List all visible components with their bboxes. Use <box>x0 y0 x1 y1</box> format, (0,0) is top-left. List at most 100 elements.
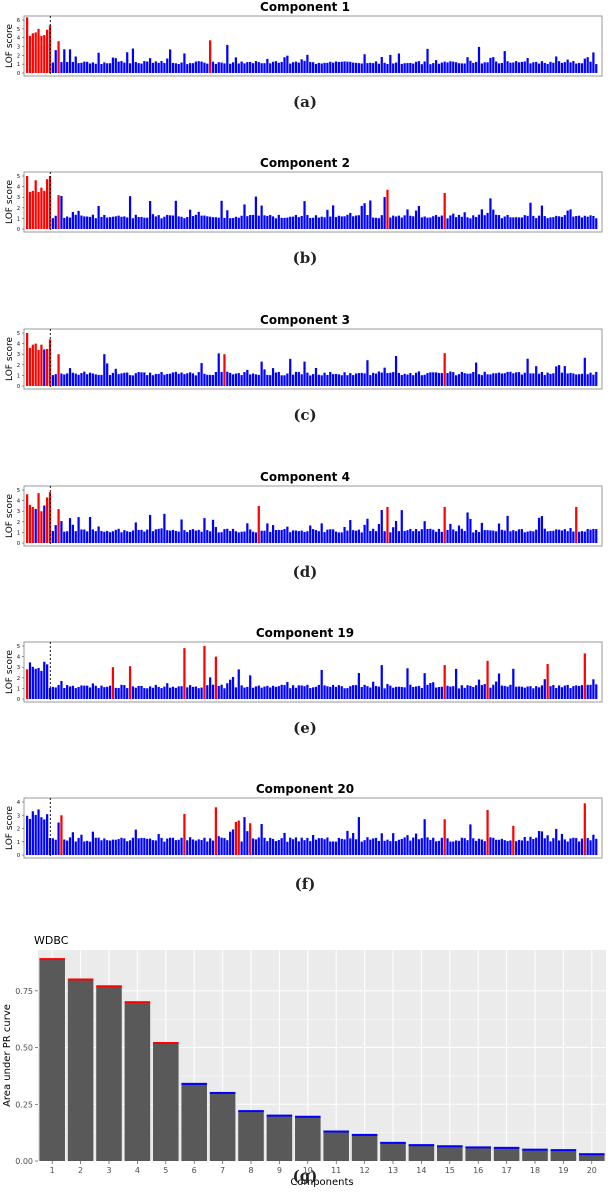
lof-bar <box>583 58 586 73</box>
lof-bar <box>114 839 117 855</box>
lof-bar <box>374 61 378 73</box>
lof-bar <box>211 217 215 229</box>
lof-bar <box>560 62 564 73</box>
lof-bar <box>148 201 152 229</box>
lof-bar <box>386 684 389 699</box>
lof-bar <box>220 62 223 73</box>
lof-bar <box>280 375 283 386</box>
outlier-bar <box>40 35 43 73</box>
lof-bar <box>171 686 175 699</box>
lof-bar <box>120 684 123 699</box>
panel-caption: (e) <box>293 719 317 737</box>
lof-bar <box>463 212 466 229</box>
lof-bar <box>475 529 478 543</box>
lof-bar <box>120 216 123 229</box>
lof-bar <box>463 373 466 386</box>
y-tick-label: 0 <box>17 853 20 859</box>
lof-bar <box>63 839 66 855</box>
lof-bar <box>552 373 555 386</box>
lof-bar <box>466 57 469 73</box>
lof-bar <box>523 215 526 229</box>
outlier-bar <box>37 349 40 386</box>
lof-bar <box>111 372 115 386</box>
lof-bar <box>440 837 443 855</box>
lof-bar <box>291 839 295 855</box>
lof-bar <box>577 374 581 386</box>
lof-bar <box>346 375 349 386</box>
lof-bar <box>229 218 232 229</box>
lof-bar <box>412 687 415 699</box>
lof-bar <box>283 685 286 699</box>
y-tick-label: 5 <box>17 174 20 180</box>
lof-bar <box>420 529 423 543</box>
lof-panel-6: Component 20 LOF score 0 1 2 3 4 (f) <box>0 782 610 922</box>
lof-bar <box>160 528 163 543</box>
lof-bar <box>349 373 352 386</box>
lof-bar <box>294 530 298 543</box>
lof-bar <box>480 522 483 543</box>
lof-bar <box>457 374 461 386</box>
lof-bar <box>329 529 332 543</box>
lof-bar <box>37 809 40 855</box>
outlier-bar <box>57 354 60 386</box>
lof-bar <box>31 811 34 855</box>
x-tick-label: 9 <box>277 1166 282 1175</box>
lof-bar <box>257 62 260 73</box>
lof-bar <box>106 840 109 855</box>
lof-bar <box>143 531 146 543</box>
lof-bar <box>403 63 406 73</box>
lof-bar <box>363 684 366 699</box>
bar-top-marker <box>465 1146 491 1149</box>
lof-bar <box>111 839 115 855</box>
outlier-bar <box>249 823 252 855</box>
lof-bar <box>546 372 549 386</box>
lof-bar <box>246 686 249 699</box>
lof-bar <box>186 840 189 855</box>
lof-bar <box>537 687 541 699</box>
lof-bar <box>329 372 332 386</box>
lof-bar <box>320 669 323 699</box>
lof-bar <box>546 835 549 855</box>
lof-bar <box>483 684 486 699</box>
lof-bar <box>234 687 238 699</box>
y-tick-label: 0 <box>17 541 20 547</box>
lof-bar <box>563 215 566 229</box>
lof-bar <box>535 366 538 386</box>
lof-bar <box>349 686 352 699</box>
lof-bar <box>394 62 398 73</box>
lof-bar <box>575 838 578 855</box>
lof-bar <box>189 685 192 699</box>
lof-bar <box>317 684 320 699</box>
y-tick-label: 2 <box>17 676 20 682</box>
lof-bar <box>343 688 346 699</box>
lof-bar <box>580 531 584 543</box>
lof-bar <box>346 830 349 855</box>
pr-bar <box>96 986 122 1161</box>
panel-caption: (f) <box>294 875 316 893</box>
lof-bar <box>586 684 589 699</box>
lof-bar <box>569 528 572 543</box>
y-axis-label: LOF score <box>5 180 15 224</box>
lof-bar <box>114 216 117 229</box>
lof-bar <box>455 217 458 229</box>
lof-bar <box>68 837 72 855</box>
lof-bar <box>329 61 332 73</box>
lof-bar <box>68 686 72 699</box>
y-axis-label: LOF score <box>5 24 15 68</box>
lof-bar <box>229 372 232 386</box>
lof-bar <box>128 63 132 73</box>
lof-bar <box>595 371 598 386</box>
lof-bar <box>180 837 183 855</box>
lof-bar <box>332 529 335 543</box>
lof-bar <box>289 358 292 386</box>
pr-bar <box>266 1115 293 1161</box>
lof-bar <box>71 832 74 855</box>
lof-bar <box>472 687 475 699</box>
lof-bar <box>203 373 206 386</box>
y-tick-label: 5 <box>17 331 20 337</box>
lof-bar <box>526 686 529 699</box>
lof-bar <box>549 841 552 855</box>
lof-bar <box>234 373 238 386</box>
lof-bar <box>283 529 286 543</box>
lof-bar <box>463 531 466 543</box>
